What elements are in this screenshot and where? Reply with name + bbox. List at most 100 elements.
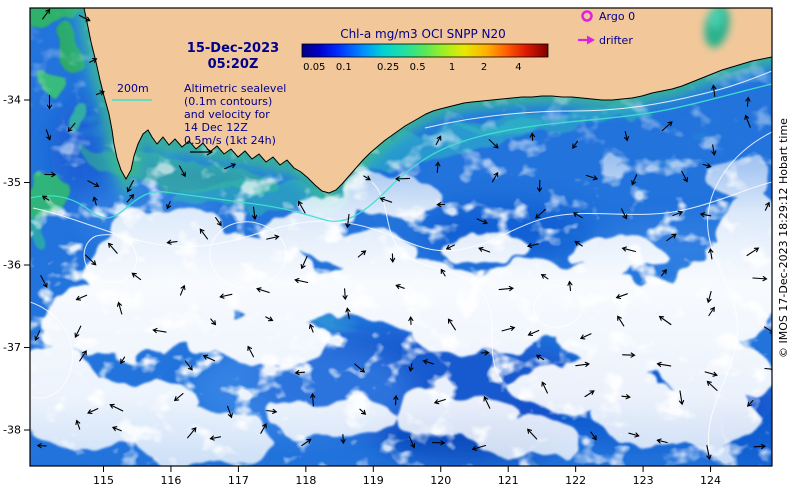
velocity-arrow xyxy=(393,394,399,406)
velocity-arrow xyxy=(87,408,99,415)
velocity-arrow xyxy=(260,422,267,434)
velocity-arrow xyxy=(209,435,222,441)
velocity-arrow xyxy=(753,443,767,450)
velocity-arrow xyxy=(575,361,590,367)
velocity-arrow xyxy=(202,354,216,362)
velocity-arrow xyxy=(107,242,118,254)
velocity-arrow xyxy=(501,325,516,332)
velocity-arrow xyxy=(678,390,685,406)
velocity-arrow xyxy=(184,360,193,371)
velocity-arrow xyxy=(340,433,346,445)
velocity-arrow xyxy=(660,268,667,277)
velocity-arrow xyxy=(408,363,414,372)
drifter-label: drifter xyxy=(599,34,633,47)
y-tick-label: -38 xyxy=(3,424,21,437)
x-axis: 115 116 117 118 119 120 121 122 123 124 xyxy=(93,466,721,487)
velocity-arrow xyxy=(178,165,186,178)
velocity-arrow xyxy=(590,431,597,441)
velocity-arrow xyxy=(187,427,197,439)
x-tick-label: 119 xyxy=(363,474,384,487)
velocity-arrow xyxy=(92,196,98,206)
velocity-arrow xyxy=(345,307,351,320)
velocity-arrow xyxy=(408,436,416,449)
velocity-arrow xyxy=(36,443,47,449)
velocity-arrow xyxy=(617,315,625,327)
velocity-arrow xyxy=(354,363,366,373)
velocity-arrow xyxy=(345,213,351,229)
velocity-scale-arrow xyxy=(190,148,214,156)
velocity-arrow xyxy=(704,371,718,377)
velocity-arrow xyxy=(422,359,434,365)
velocity-arrow xyxy=(394,176,411,182)
velocity-arrow xyxy=(631,174,638,186)
velocity-arrow xyxy=(44,171,57,178)
colorbar-gradient xyxy=(301,43,549,58)
x-tick-label: 120 xyxy=(430,474,451,487)
velocity-arrow xyxy=(764,367,772,370)
velocity-arrow xyxy=(706,380,718,391)
colorbar-tick-label: 0.1 xyxy=(336,62,352,73)
velocity-arrow xyxy=(628,432,640,438)
velocity-arrow xyxy=(109,403,124,412)
colorbar-tick-label: 4 xyxy=(515,62,521,73)
velocity-arrow xyxy=(702,163,712,169)
velocity-arrow xyxy=(435,135,442,146)
velocity-arrow xyxy=(541,381,548,394)
velocity-arrow xyxy=(620,208,628,220)
velocity-arrow xyxy=(483,396,491,409)
velocity-arrow xyxy=(294,277,309,284)
velocity-arrow xyxy=(265,316,274,322)
drifter-legend: drifter xyxy=(578,34,633,47)
velocity-arrow xyxy=(408,316,414,326)
velocity-arrow xyxy=(300,255,308,270)
velocity-arrow xyxy=(623,131,630,142)
velocity-arrow xyxy=(78,14,91,22)
velocity-arrow xyxy=(711,144,717,156)
velocity-arrow xyxy=(87,180,100,188)
velocity-arrows xyxy=(34,8,772,461)
velocity-arrow xyxy=(706,290,712,304)
velocity-arrow xyxy=(199,228,209,240)
argo-marker-icon xyxy=(581,10,593,22)
velocity-arrow xyxy=(572,212,583,219)
land-region xyxy=(83,8,772,194)
velocity-arrow xyxy=(379,197,393,203)
velocity-arrow xyxy=(585,174,599,181)
annotation-line: 0.5m/s (1kt 24h) xyxy=(184,134,276,147)
colorbar-tick-label: 1 xyxy=(449,62,455,73)
x-tick-label: 124 xyxy=(700,474,721,487)
colorbar-tick-labels: 0.05 0.1 0.25 0.5 1 2 4 xyxy=(303,62,522,73)
credit-text: © IMOS 17-Dec-2023 18:29:12 Hobart time xyxy=(777,118,790,358)
sealevel-contours xyxy=(30,70,772,451)
annotation-line: (0.1m contours) xyxy=(184,95,272,108)
velocity-arrow xyxy=(708,247,714,260)
velocity-arrow xyxy=(491,171,499,183)
velocity-arrow xyxy=(535,354,545,361)
velocity-arrow xyxy=(34,330,41,341)
velocity-arrow xyxy=(431,440,446,446)
velocity-arrow xyxy=(111,426,122,432)
velocity-arrow xyxy=(179,284,186,296)
x-tick-label: 116 xyxy=(160,474,181,487)
x-tick-label: 118 xyxy=(295,474,316,487)
velocity-arrow xyxy=(256,287,270,294)
velocity-arrow xyxy=(247,345,255,358)
x-tick-label: 115 xyxy=(93,474,114,487)
bathymetry-legend: 200m xyxy=(112,82,152,101)
velocity-arrow xyxy=(89,58,98,63)
velocity-arrow xyxy=(95,90,105,96)
velocity-arrow xyxy=(699,212,712,218)
velocity-arrow xyxy=(46,94,53,110)
annotation-line: 14 Dec 12Z xyxy=(184,121,248,134)
colorbar-tick-label: 2 xyxy=(481,62,487,73)
y-tick-label: -35 xyxy=(3,176,21,189)
velocity-arrow xyxy=(681,170,688,183)
velocity-arrow xyxy=(75,419,81,430)
velocity-arrow xyxy=(658,315,672,326)
velocity-arrow xyxy=(215,217,222,227)
velocity-arrow xyxy=(120,356,126,365)
velocity-arrow xyxy=(656,361,672,367)
velocity-arrow xyxy=(266,234,280,240)
bathymetry-contour xyxy=(30,83,772,222)
